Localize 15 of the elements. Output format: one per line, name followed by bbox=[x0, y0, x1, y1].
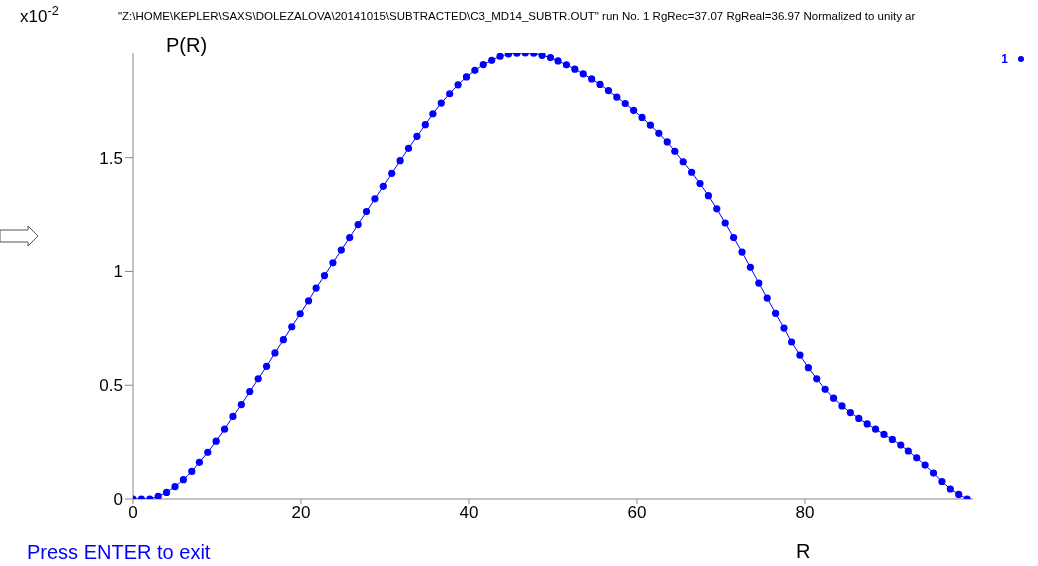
legend-label: 1 bbox=[1001, 52, 1008, 66]
y-tick-label: 0 bbox=[113, 490, 123, 510]
x-axis-title: R bbox=[796, 540, 811, 562]
x-tick-label: 80 bbox=[795, 503, 815, 523]
x-tick-label: 40 bbox=[459, 503, 479, 523]
x-tick-label: 60 bbox=[627, 503, 647, 523]
y-axis-title: P(R) bbox=[166, 34, 208, 56]
chart-title: "Z:\HOME\KEPLER\SAXS\DOLEZALOVA\20141015\SUBTRACTED\C3_MD14_SUBTR.OUT" run No. 1 RgRec=37.07 RgReal=36.97 Normalized to unity ar bbox=[118, 10, 916, 22]
text: x10$^{-2}$ bbox=[20, 2, 59, 26]
x-tick-label: 20 bbox=[291, 503, 311, 523]
x-tick-label: 0 bbox=[128, 503, 138, 523]
text: Press ENTER to exit bbox=[27, 541, 211, 563]
y-tick-label: 1 bbox=[113, 262, 123, 282]
y-tick-label: 0.5 bbox=[99, 376, 123, 396]
y-tick-label: 1.5 bbox=[99, 148, 123, 168]
